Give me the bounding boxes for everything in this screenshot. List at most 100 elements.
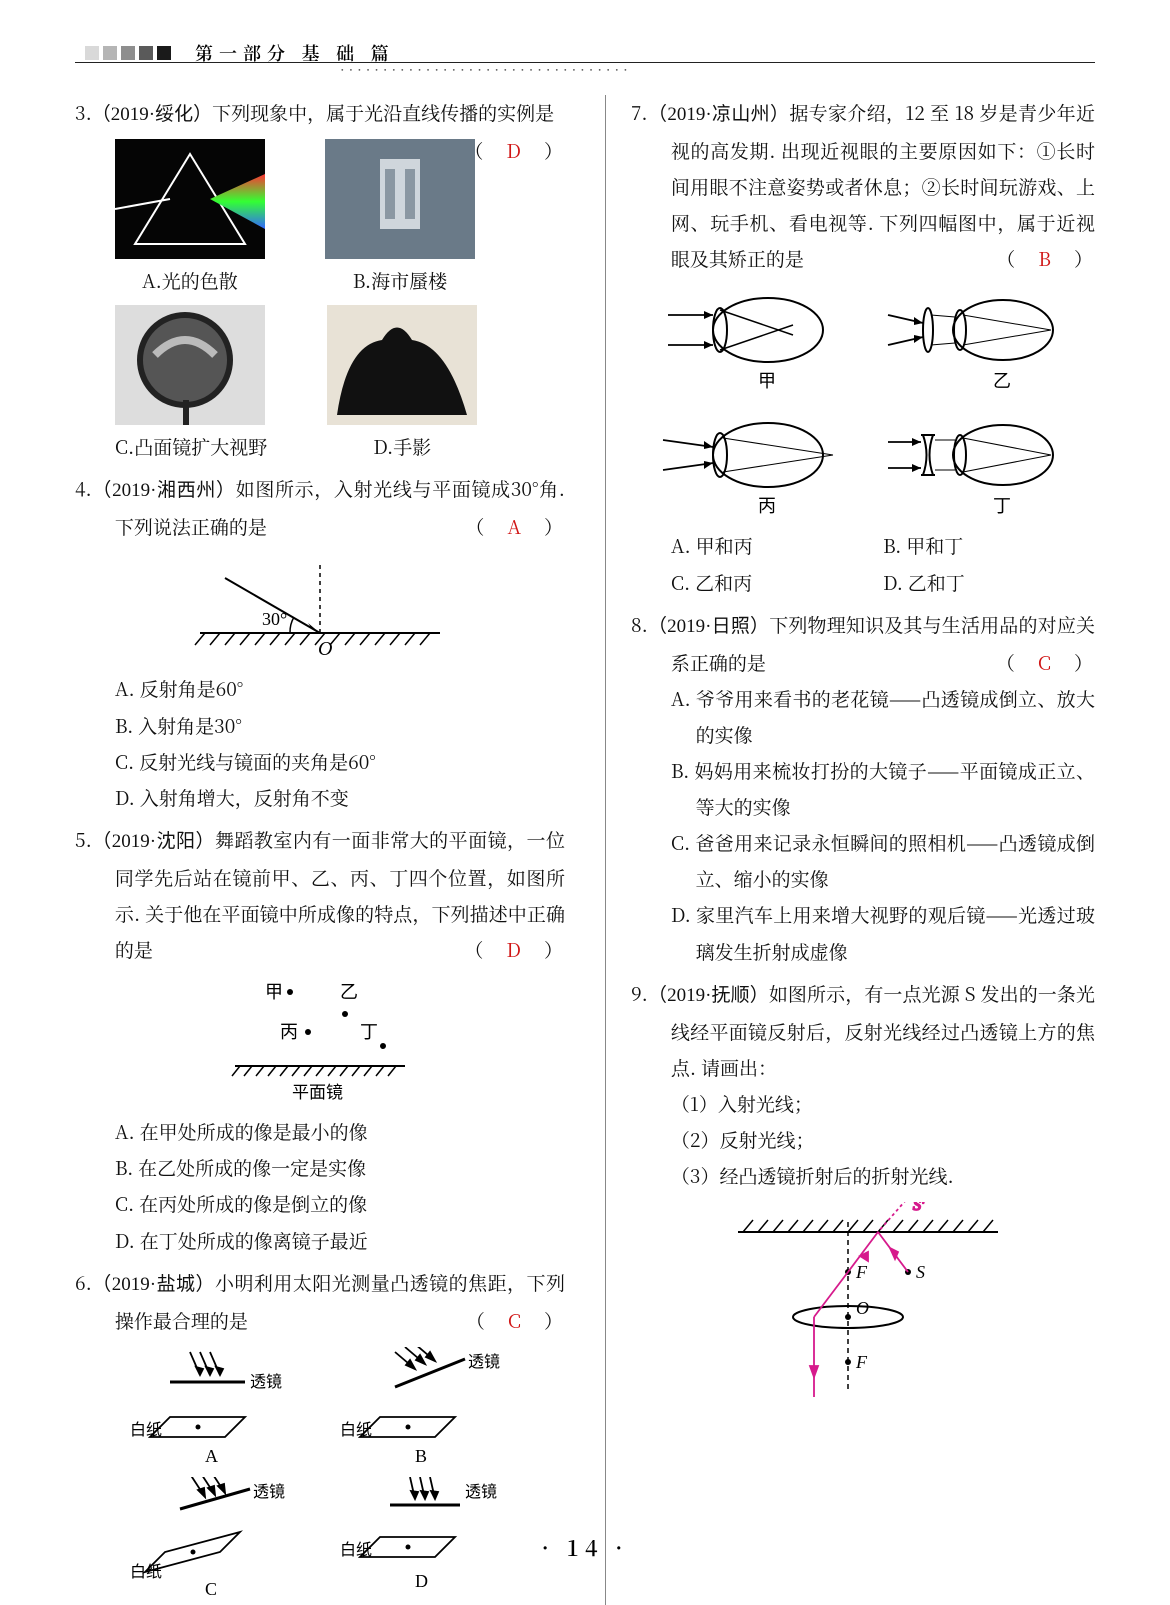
accent-block [103, 46, 117, 60]
convex-mirror-photo [115, 305, 265, 425]
q7-opt-D: D. 乙和丁 [883, 565, 1095, 601]
svg-text:丁: 丁 [360, 1022, 378, 1042]
q8-options: A. 爷爷用来看书的老花镜——凸透镜成倒立、放大的实像 B. 妈妈用来梳妆打扮的… [631, 681, 1095, 970]
svg-text:丙: 丙 [280, 1022, 298, 1042]
q-source: （2019·盐城） [92, 1274, 215, 1295]
page-number: · 14 · [0, 1532, 1170, 1563]
svg-text:S: S [916, 1262, 925, 1282]
svg-text:透镜: 透镜 [465, 1482, 497, 1501]
svg-text:白纸: 白纸 [130, 1563, 162, 1581]
q3-figure-row-1: A.光的色散 B.海市蜃楼 [75, 139, 504, 299]
q7-eye-ding: 丁 [883, 410, 1068, 520]
q6-diagram-B: 透镜 白纸 B [340, 1347, 510, 1467]
q4-figure: 30° O [75, 553, 565, 663]
svg-text:乙: 乙 [340, 982, 358, 1002]
svg-text:D: D [415, 1571, 428, 1591]
svg-text:甲: 甲 [265, 982, 283, 1002]
question-3: 3.（2019·绥化）下列现象中，属于光沿直线传播的实例是 （ D ） A.光的… [75, 95, 565, 465]
q-num: 5. [75, 826, 92, 853]
q5-opt-A: A. 在甲处所成的像是最小的像 [115, 1114, 565, 1150]
svg-text:平面镜: 平面镜 [292, 1083, 343, 1102]
svg-text:透镜: 透镜 [468, 1352, 500, 1371]
q4-options: A. 反射角是60° B. 入射角是30° C. 反射光线与镜面的夹角是60° … [75, 671, 565, 815]
q3-opt-A-fig: A.光的色散 [115, 139, 265, 299]
q3-opt-C-fig: C.凸面镜扩大视野 [115, 305, 267, 465]
q4-opt-D: D. 入射角增大，反射角不变 [115, 780, 565, 816]
q-num: 6. [75, 1269, 92, 1296]
q5-options: A. 在甲处所成的像是最小的像 B. 在乙处所成的像一定是实像 C. 在丙处所成… [75, 1114, 565, 1258]
svg-text:透镜: 透镜 [250, 1372, 282, 1391]
angle-label: 30° [262, 609, 287, 629]
q3-opt-D-label: D.手影 [327, 429, 477, 465]
q5-opt-B: B. 在乙处所成的像一定是实像 [115, 1150, 565, 1186]
svg-text:透镜: 透镜 [253, 1482, 285, 1501]
q7-opt-C: C. 乙和丙 [671, 565, 883, 601]
answer-paren: （ D ） [504, 932, 565, 968]
q9-part-2: （2）反射光线； [671, 1122, 1095, 1158]
q8-opt-A: A. 爷爷用来看书的老花镜——凸透镜成倒立、放大的实像 [671, 681, 1095, 753]
mirror-reflection-diagram: 30° O [170, 553, 470, 663]
column-left: 3.（2019·绥化）下列现象中，属于光沿直线传播的实例是 （ D ） A.光的… [75, 95, 565, 1605]
q4-stem: 4.（2019·湘西州）如图所示，入射光线与平面镜成30°角. 下列说法正确的是… [75, 471, 565, 545]
content-columns: 3.（2019·绥化）下列现象中，属于光沿直线传播的实例是 （ D ） A.光的… [75, 95, 1095, 1605]
page-header: 第一部分 基 础 篇 ·····························… [75, 40, 1095, 80]
question-8: 8.（2019·日照）下列物理知识及其与生活用品的对应关系正确的是 （ C ） … [631, 607, 1095, 970]
svg-text:F: F [855, 1352, 868, 1372]
svg-text:甲: 甲 [758, 371, 776, 391]
q8-opt-B: B. 妈妈用来梳妆打扮的大镜子——平面镜成正立、等大的实像 [671, 753, 1095, 825]
svg-text:C: C [205, 1579, 217, 1597]
answer-paren: （ D ） [504, 133, 565, 169]
q9-stem: 9.（2019·抚顺）如图所示，有一点光源 S 发出的一条光线经平面镜反射后，反… [631, 976, 1095, 1086]
svg-text:丙: 丙 [758, 496, 776, 516]
accent-block [85, 46, 99, 60]
q9-figure: F O F S S' [631, 1202, 1095, 1402]
mirage-photo [325, 139, 475, 259]
answer-letter: B [1038, 245, 1053, 272]
q-num: 8. [631, 611, 648, 638]
q9-part-1: （1）入射光线； [671, 1086, 1095, 1122]
svg-text:S': S' [913, 1202, 925, 1214]
svg-text:丁: 丁 [993, 496, 1011, 516]
q-num: 9. [631, 980, 648, 1007]
q7-figure: 甲 乙 丙 [631, 285, 1095, 520]
accent-block [121, 46, 135, 60]
q4-opt-B: B. 入射角是30° [115, 708, 565, 744]
q-text: 下列现象中，属于光沿直线传播的实例是 [212, 99, 554, 126]
answer-letter: A [507, 513, 523, 540]
q-source: （2019·沈阳） [92, 831, 215, 852]
answer-letter: C [508, 1307, 523, 1334]
accent-block [157, 46, 171, 60]
q7-eye-jia: 甲 [658, 285, 843, 395]
hand-shadow-photo [327, 305, 477, 425]
q9-parts: （1）入射光线； （2）反射光线； （3）经凸透镜折射后的折射光线. [631, 1086, 1095, 1194]
q3-stem: 3.（2019·绥化）下列现象中，属于光沿直线传播的实例是 （ D ） [75, 95, 565, 133]
svg-text:乙: 乙 [993, 371, 1011, 391]
q7-options: A. 甲和丙B. 甲和丁 C. 乙和丙D. 乙和丁 [631, 528, 1095, 600]
answer-paren: （ C ） [1036, 645, 1095, 681]
q-num: 3. [75, 99, 92, 126]
q7-stem: 7.（2019·凉山州）据专家介绍，12 至 18 岁是青少年近视的高发期. 出… [631, 95, 1095, 277]
answer-paren: （ B ） [1036, 241, 1095, 277]
svg-text:B: B [415, 1446, 427, 1466]
q5-figure: 甲 乙 丙 丁 平面镜 [75, 976, 565, 1106]
q3-opt-C-label: C.凸面镜扩大视野 [115, 429, 267, 465]
q5-stem: 5.（2019·沈阳）舞蹈教室内有一面非常大的平面镜，一位同学先后站在镜前甲、乙… [75, 822, 565, 968]
header-dots: ·································· [340, 60, 632, 80]
question-9: 9.（2019·抚顺）如图所示，有一点光源 S 发出的一条光线经平面镜反射后，反… [631, 976, 1095, 1403]
q6-diagram-A: 透镜 白纸 A [130, 1347, 300, 1467]
svg-text:白纸: 白纸 [340, 1421, 372, 1439]
q-source: （2019·湘西州） [92, 480, 236, 501]
answer-letter: D [506, 936, 523, 963]
q-source: （2019·绥化） [92, 104, 212, 125]
q4-opt-C: C. 反射光线与镜面的夹角是60° [115, 744, 565, 780]
q-source: （2019·凉山州） [648, 104, 790, 125]
q8-opt-D: D. 家里汽车上用来增大视野的观后镜——光透过玻璃发生折射成虚像 [671, 897, 1095, 969]
q-num: 7. [631, 99, 648, 126]
q7-eye-bing: 丙 [658, 410, 843, 520]
q3-opt-D-fig: D.手影 [327, 305, 477, 465]
accent-block [139, 46, 153, 60]
plane-mirror-positions-diagram: 甲 乙 丙 丁 平面镜 [210, 976, 430, 1106]
q-num: 4. [75, 475, 92, 502]
q3-opt-B-label: B.海市蜃楼 [325, 263, 475, 299]
q3-opt-A-label: A.光的色散 [115, 263, 265, 299]
